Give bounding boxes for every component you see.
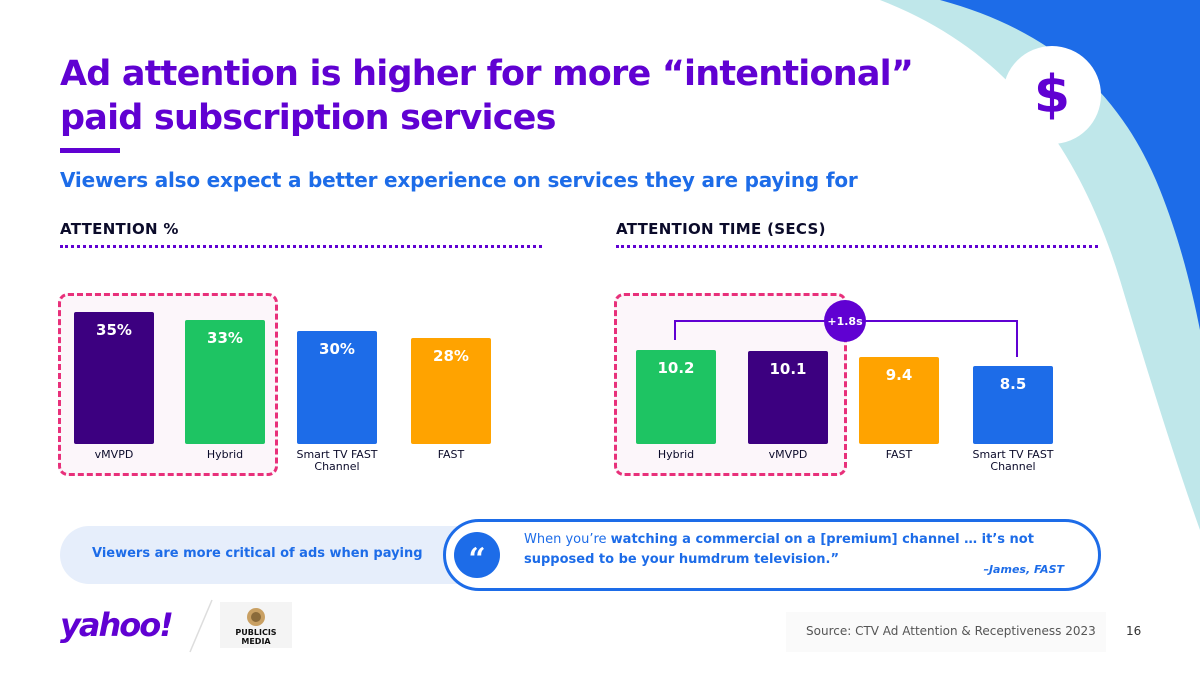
publicis-line1: PUBLICIS [235,628,277,637]
callout-pill [60,526,500,584]
yahoo-logo: yahoo! [60,606,174,644]
callout-label: Viewers are more critical of ads when pa… [92,546,423,561]
category-label: FAST [437,448,465,461]
bar-smart-tv-fast-channel [973,365,1053,444]
bar-fast [411,338,491,444]
quote-prefix: When you’re [524,532,611,547]
bar-value-label: 35% [96,321,132,339]
quote-box [443,519,1101,591]
bar-fast [859,357,939,444]
chart-divider-right [616,245,1098,248]
page-title: Ad attention is higher for more “intenti… [60,54,914,138]
logo-divider [189,599,213,653]
bar-hybrid [636,350,716,444]
corner-wave-blue [940,0,1200,330]
quote-text: When you’re watching a commercial on a [… [524,530,1094,570]
quote-icon: “ [454,532,500,578]
quote-bold: watching a commercial on a [premium] cha… [524,532,1034,567]
bar-value-label: 10.1 [769,360,807,379]
bar-value-label: 8.5 [999,374,1027,393]
category-label: vMVPD [768,448,808,461]
quote-author: –James, FAST [983,563,1064,576]
category-label: FAST [885,448,913,461]
dollar-badge: $ [1003,46,1101,144]
chart-title-attention-time: ATTENTION TIME (SECS) [616,220,826,238]
category-label: Hybrid [657,448,695,461]
chart-divider-left [60,245,542,248]
publicis-lion-icon [247,608,265,626]
bar-value-label: 10.2 [657,359,695,378]
chart-title-attention-percent: ATTENTION % [60,220,179,238]
publicis-line2: MEDIA [241,637,271,646]
title-underline [60,148,120,153]
category-label: Hybrid [206,448,244,461]
category-label: vMVPD [94,448,134,461]
bar-value-label: 33% [207,328,243,347]
source-note: Source: CTV Ad Attention & Receptiveness… [786,612,1106,652]
bar-value-label: 30% [319,339,355,358]
difference-badge: +1.8s [824,300,866,342]
category-label: Smart TV FAST Channel [296,448,378,473]
bar-value-label: 9.4 [885,366,913,385]
publicis-media-logo: PUBLICIS MEDIA [220,602,292,648]
dollar-icon: $ [1033,65,1071,125]
page-subtitle: Viewers also expect a better experience … [60,168,858,192]
corner-wave-light [880,0,1200,530]
bar-value-label: 28% [433,347,469,366]
page-number: 16 [1126,624,1142,638]
bar-vmvpd [748,351,828,444]
bar-hybrid [185,319,265,444]
bar-smart-tv-fast-channel [297,330,377,444]
category-label: Smart TV FAST Channel [972,448,1054,473]
bar-vmvpd [74,312,154,444]
